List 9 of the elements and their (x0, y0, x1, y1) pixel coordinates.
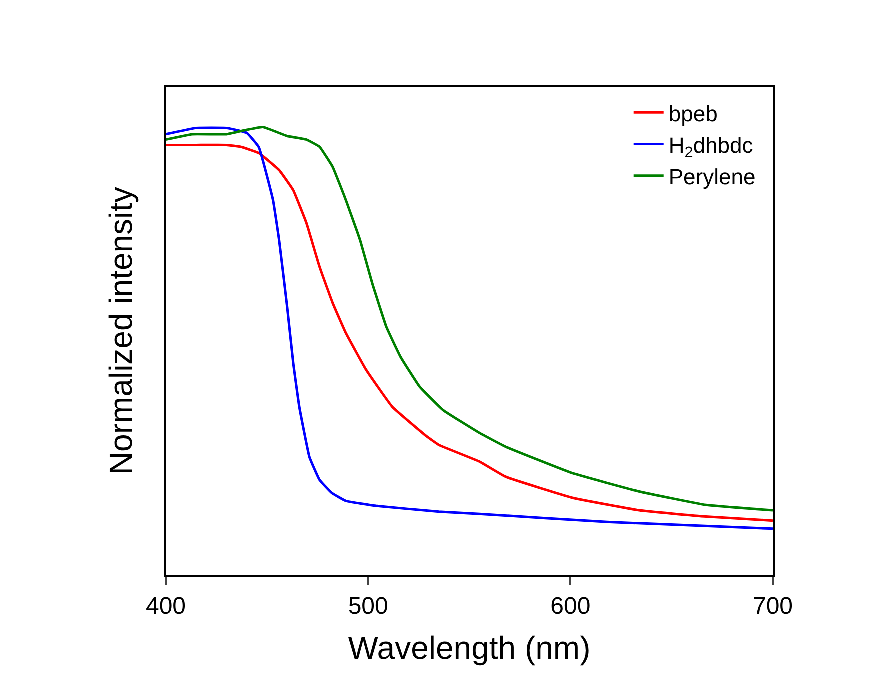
legend-label: Perylene (668, 164, 756, 190)
x-tick-label: 400 (146, 592, 186, 620)
y-axis-title: Normalized intensity (102, 186, 139, 476)
x-tick-label: 700 (752, 592, 794, 620)
x-axis-title: Wavelength (nm) (348, 630, 591, 666)
legend-label: bpeb (668, 101, 718, 126)
legend-label: H$_{2}$dhbdc (668, 132, 754, 162)
x-tick-label: 500 (348, 592, 388, 620)
x-tick-label: 600 (550, 592, 591, 620)
